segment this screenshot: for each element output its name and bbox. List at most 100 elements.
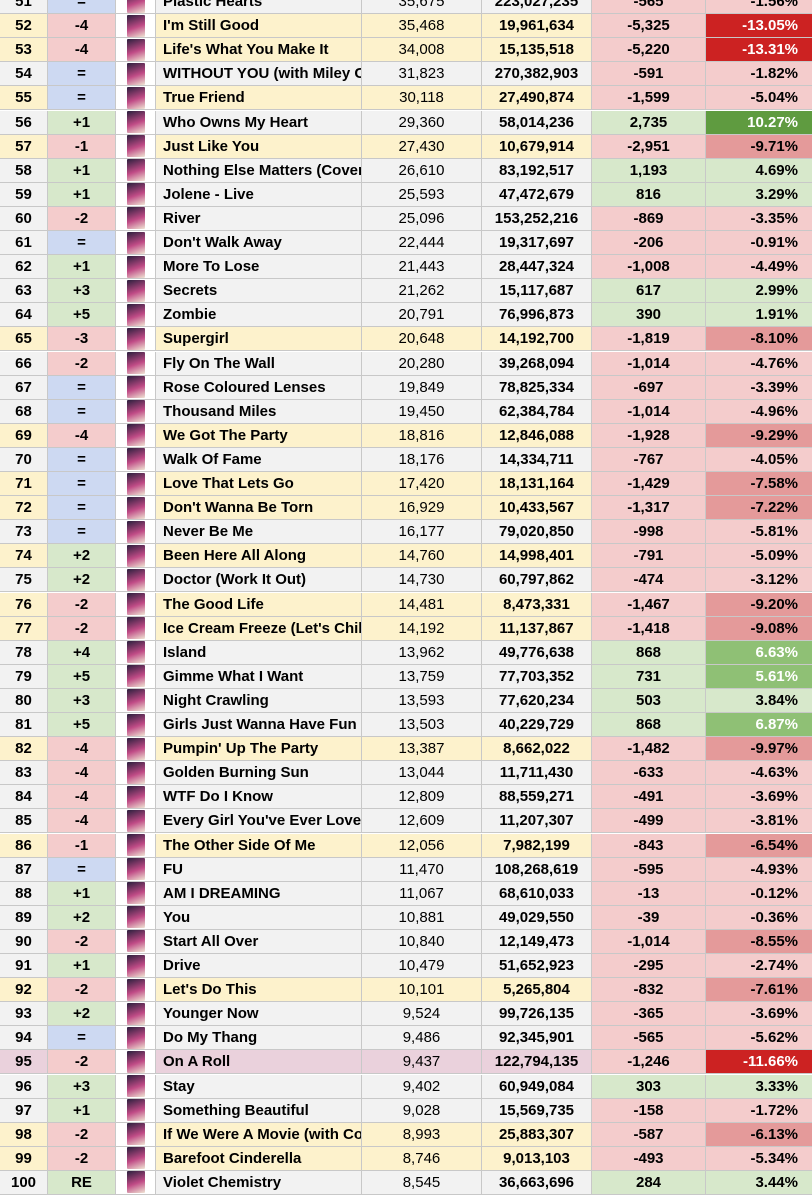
table-row[interactable]: 73 = Never Be Me 16,177 79,020,850 -998 -5.81% <box>0 520 812 545</box>
album-cover-thumbnail <box>126 593 145 616</box>
table-row[interactable]: 65 -3 Supergirl 20,648 14,192,700 -1,819 -8.10… <box>0 327 812 352</box>
table-row[interactable]: 97 +1 Something Beautiful 9,028 15,569,735 -1… <box>0 1098 812 1123</box>
table-row[interactable]: 84 -4 WTF Do I Know 12,809 88,559,271 -491 -3.… <box>0 785 812 810</box>
percent-change-cell: -9.71% <box>706 134 812 158</box>
table-row[interactable]: 100 RE Violet Chemistry 8,545 36,663,696 284 3… <box>0 1170 812 1195</box>
rank-cell: 68 <box>0 399 48 423</box>
album-cover-thumbnail <box>126 665 145 688</box>
rank-cell: 61 <box>0 231 48 255</box>
table-row[interactable]: 90 -2 Start All Over 10,840 12,149,473 -1,014… <box>0 929 812 954</box>
table-row[interactable]: 94 = Do My Thang 9,486 92,345,901 -565 -5.62% <box>0 1026 812 1051</box>
song-title-cell: Doctor (Work It Out) <box>156 568 362 592</box>
table-row[interactable]: 58 +1 Nothing Else Matters (Cover 26,610 83,… <box>0 158 812 183</box>
percent-change-cell: -0.36% <box>706 905 812 929</box>
table-row[interactable]: 53 -4 Life's What You Make It 34,008 15,135,… <box>0 38 812 63</box>
daily-difference-cell: -13 <box>592 881 706 905</box>
rank-cell: 56 <box>0 110 48 134</box>
table-row[interactable]: 62 +1 More To Lose 21,443 28,447,324 -1,008 -4… <box>0 255 812 280</box>
song-title-cell: Supergirl <box>156 327 362 351</box>
song-title-cell: River <box>156 206 362 230</box>
table-row[interactable]: 85 -4 Every Girl You've Ever Love 12,609 11,… <box>0 809 812 834</box>
table-row[interactable]: 87 = FU 11,470 108,268,619 -595 -4.93% <box>0 857 812 882</box>
table-row[interactable]: 70 = Walk Of Fame 18,176 14,334,711 -767 -4.05… <box>0 447 812 472</box>
cover-art-cell <box>116 809 156 833</box>
total-streams-cell: 68,610,033 <box>482 881 592 905</box>
table-row[interactable]: 60 -2 River 25,096 153,252,216 -869 -3.35% <box>0 206 812 231</box>
album-cover-thumbnail <box>126 255 145 278</box>
daily-streams-cell: 8,746 <box>362 1146 482 1170</box>
table-row[interactable]: 88 +1 AM I DREAMING 11,067 68,610,033 -13 -0.1… <box>0 881 812 906</box>
total-streams-cell: 77,620,234 <box>482 688 592 712</box>
position-change-cell: +5 <box>48 303 116 327</box>
table-row[interactable]: 54 = WITHOUT YOU (with Miley C 31,823 270,38… <box>0 62 812 87</box>
percent-change-cell: -0.12% <box>706 881 812 905</box>
table-row[interactable]: 59 +1 Jolene - Live 25,593 47,472,679 816 3.29… <box>0 182 812 207</box>
position-change-cell: = <box>48 62 116 86</box>
song-title-cell: Rose Coloured Lenses <box>156 375 362 399</box>
cover-art-cell <box>116 640 156 664</box>
table-row[interactable]: 96 +3 Stay 9,402 60,949,084 303 3.33% <box>0 1074 812 1099</box>
rank-cell: 66 <box>0 351 48 375</box>
table-row[interactable]: 64 +5 Zombie 20,791 76,996,873 390 1.91% <box>0 303 812 328</box>
table-row[interactable]: 89 +2 You 10,881 49,029,550 -39 -0.36% <box>0 905 812 930</box>
daily-difference-cell: -565 <box>592 1026 706 1050</box>
cover-art-cell <box>116 134 156 158</box>
percent-change-cell: -9.20% <box>706 592 812 616</box>
table-row[interactable]: 51 = Plastic Hearts 35,675 223,027,235 -565 -1… <box>0 0 812 15</box>
daily-difference-cell: -587 <box>592 1122 706 1146</box>
rank-cell: 85 <box>0 809 48 833</box>
position-change-cell: = <box>48 399 116 423</box>
table-row[interactable]: 79 +5 Gimme What I Want 13,759 77,703,352 731… <box>0 664 812 689</box>
cover-art-cell <box>116 881 156 905</box>
daily-difference-cell: -1,599 <box>592 86 706 110</box>
table-row[interactable]: 77 -2 Ice Cream Freeze (Let's Chil 14,192 11… <box>0 616 812 641</box>
table-row[interactable]: 56 +1 Who Owns My Heart 29,360 58,014,236 2,7… <box>0 110 812 135</box>
table-row[interactable]: 78 +4 Island 13,962 49,776,638 868 6.63% <box>0 640 812 665</box>
table-row[interactable]: 63 +3 Secrets 21,262 15,117,687 617 2.99% <box>0 279 812 304</box>
table-row[interactable]: 82 -4 Pumpin' Up The Party 13,387 8,662,022-… <box>0 737 812 762</box>
table-row[interactable]: 98 -2 If We Were A Movie (with Co 8,993 25,8… <box>0 1122 812 1147</box>
cover-art-cell <box>116 785 156 809</box>
table-row[interactable]: 83 -4 Golden Burning Sun 13,044 11,711,430 -6… <box>0 761 812 786</box>
table-row[interactable]: 75 +2 Doctor (Work It Out) 14,730 60,797,862… <box>0 568 812 593</box>
table-row[interactable]: 55 = True Friend 30,118 27,490,874 -1,599 -5.0… <box>0 86 812 111</box>
song-title-cell: Let's Do This <box>156 978 362 1002</box>
table-row[interactable]: 68 = Thousand Miles 19,450 62,384,784 -1,014-… <box>0 399 812 424</box>
cover-art-cell <box>116 1122 156 1146</box>
table-row[interactable]: 93 +2 Younger Now 9,524 99,726,135 -365 -3.69% <box>0 1002 812 1027</box>
table-row[interactable]: 72 = Don't Wanna Be Torn 16,929 10,433,567 -1… <box>0 496 812 521</box>
table-row[interactable]: 91 +1 Drive 10,479 51,652,923 -295 -2.74% <box>0 954 812 979</box>
table-row[interactable]: 99 -2 Barefoot Cinderella 8,746 9,013,103 -49… <box>0 1146 812 1171</box>
table-row[interactable]: 69 -4 We Got The Party 18,816 12,846,088 -1,9… <box>0 423 812 448</box>
table-row[interactable]: 67 = Rose Coloured Lenses 19,849 78,825,334-… <box>0 375 812 400</box>
percent-change-cell: -7.58% <box>706 472 812 496</box>
cover-art-cell <box>116 375 156 399</box>
table-row[interactable]: 66 -2 Fly On The Wall 20,280 39,268,094 -1,01… <box>0 351 812 376</box>
album-cover-thumbnail <box>126 111 145 134</box>
table-row[interactable]: 76 -2 The Good Life 14,481 8,473,331 -1,467 -9… <box>0 592 812 617</box>
position-change-cell: -4 <box>48 38 116 62</box>
daily-streams-cell: 14,760 <box>362 544 482 568</box>
cover-art-cell <box>116 472 156 496</box>
table-row[interactable]: 95 -2 On A Roll 9,437 122,794,135 -1,246 -11.6… <box>0 1050 812 1075</box>
album-cover-thumbnail <box>126 207 145 230</box>
daily-streams-cell: 8,545 <box>362 1170 482 1194</box>
daily-difference-cell: -5,220 <box>592 38 706 62</box>
daily-difference-cell: -1,317 <box>592 496 706 520</box>
table-row[interactable]: 92 -2 Let's Do This 10,101 5,265,804 -832 -7.6… <box>0 978 812 1003</box>
song-title-cell: Never Be Me <box>156 520 362 544</box>
table-row[interactable]: 71 = Love That Lets Go 17,420 18,131,164 -1,4… <box>0 472 812 497</box>
table-row[interactable]: 61 = Don't Walk Away 22,444 19,317,697 -206 -0… <box>0 231 812 256</box>
table-row[interactable]: 52 -4 I'm Still Good 35,468 19,961,634 -5,325… <box>0 14 812 39</box>
cover-art-cell <box>116 713 156 737</box>
table-row[interactable]: 57 -1 Just Like You 27,430 10,679,914 -2,951-… <box>0 134 812 159</box>
album-cover-thumbnail <box>126 496 145 519</box>
table-row[interactable]: 86 -1 The Other Side Of Me 12,056 7,982,199-… <box>0 833 812 858</box>
position-change-cell: RE <box>48 1170 116 1194</box>
album-cover-thumbnail <box>126 713 145 736</box>
total-streams-cell: 12,149,473 <box>482 929 592 953</box>
table-row[interactable]: 81 +5 Girls Just Wanna Have Fun 13,503 40,22… <box>0 713 812 738</box>
table-row[interactable]: 80 +3 Night Crawling 13,593 77,620,234 503 3.8… <box>0 688 812 713</box>
table-row[interactable]: 74 +2 Been Here All Along 14,760 14,998,401-… <box>0 544 812 569</box>
daily-streams-cell: 35,675 <box>362 0 482 14</box>
